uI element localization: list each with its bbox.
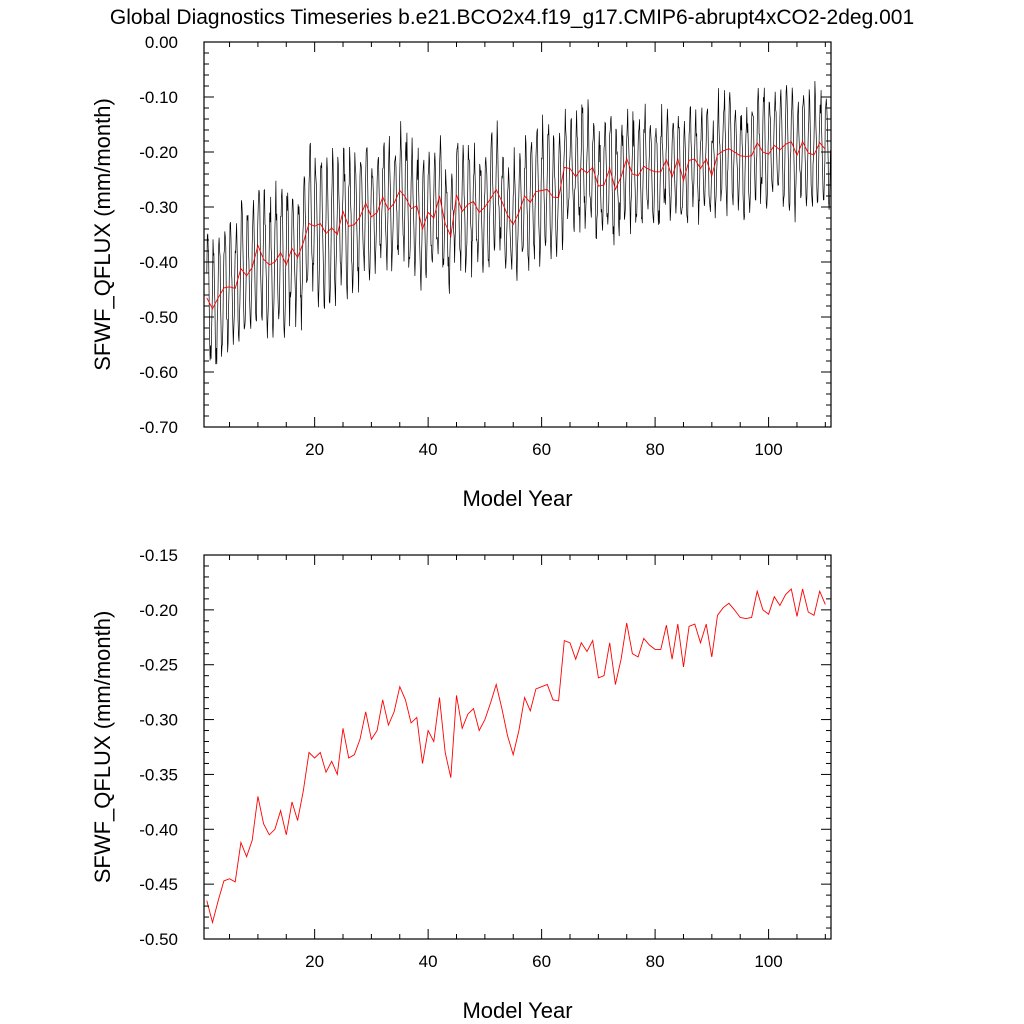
y-tick-label: -0.45 bbox=[139, 875, 178, 894]
x-tick-label: 40 bbox=[419, 440, 438, 459]
y-tick-label: 0.00 bbox=[145, 33, 178, 52]
x-axis-label: Model Year bbox=[462, 486, 572, 511]
x-tick-label: 20 bbox=[305, 440, 324, 459]
plot-frame bbox=[203, 554, 832, 940]
y-axis-label: SFWF_QFLUX (mm/month) bbox=[90, 611, 115, 884]
y-tick-label: -0.20 bbox=[139, 143, 178, 162]
x-tick-label: 100 bbox=[754, 952, 782, 971]
plot-frame bbox=[203, 41, 832, 428]
y-tick-label: -0.20 bbox=[139, 601, 178, 620]
y-tick-label: -0.25 bbox=[139, 656, 178, 675]
top-panel: 20 40 60 80 100 0.00 -0.10 -0.20 -0.30 -0.40 -0.50… bbox=[90, 33, 832, 511]
annual-mean-series-line bbox=[206, 140, 826, 310]
x-axis-label: Model Year bbox=[462, 998, 572, 1023]
x-tick-label: 20 bbox=[305, 952, 324, 971]
x-tick-label: 80 bbox=[646, 952, 665, 971]
y-tick-label: -0.30 bbox=[139, 711, 178, 730]
y-tick-label: -0.60 bbox=[139, 363, 178, 382]
y-tick-label: -0.35 bbox=[139, 765, 178, 784]
y-tick-label: -0.10 bbox=[139, 88, 178, 107]
y-tick-label: -0.40 bbox=[139, 253, 178, 272]
y-tick-label: -0.50 bbox=[139, 308, 178, 327]
y-tick-label: -0.70 bbox=[139, 418, 178, 437]
y-tick-label: -0.50 bbox=[139, 930, 178, 949]
monthly-series-line bbox=[206, 80, 831, 365]
bottom-panel: 20 40 60 80 100 -0.15 -0.20 -0.25 -0.30 -0.35 -0.4… bbox=[90, 546, 832, 1023]
y-tick-label: -0.15 bbox=[139, 546, 178, 565]
figure-title: Global Diagnostics Timeseries b.e21.BCO2… bbox=[110, 6, 914, 29]
x-tick-label: 100 bbox=[754, 440, 782, 459]
y-tick-label: -0.40 bbox=[139, 820, 178, 839]
annual-mean-series-line bbox=[206, 588, 826, 925]
x-tick-label: 80 bbox=[646, 440, 665, 459]
x-tick-label: 60 bbox=[532, 952, 551, 971]
x-tick-label: 60 bbox=[532, 440, 551, 459]
y-tick-label: -0.30 bbox=[139, 198, 178, 217]
x-tick-label: 40 bbox=[419, 952, 438, 971]
y-axis-label: SFWF_QFLUX (mm/month) bbox=[90, 98, 115, 371]
